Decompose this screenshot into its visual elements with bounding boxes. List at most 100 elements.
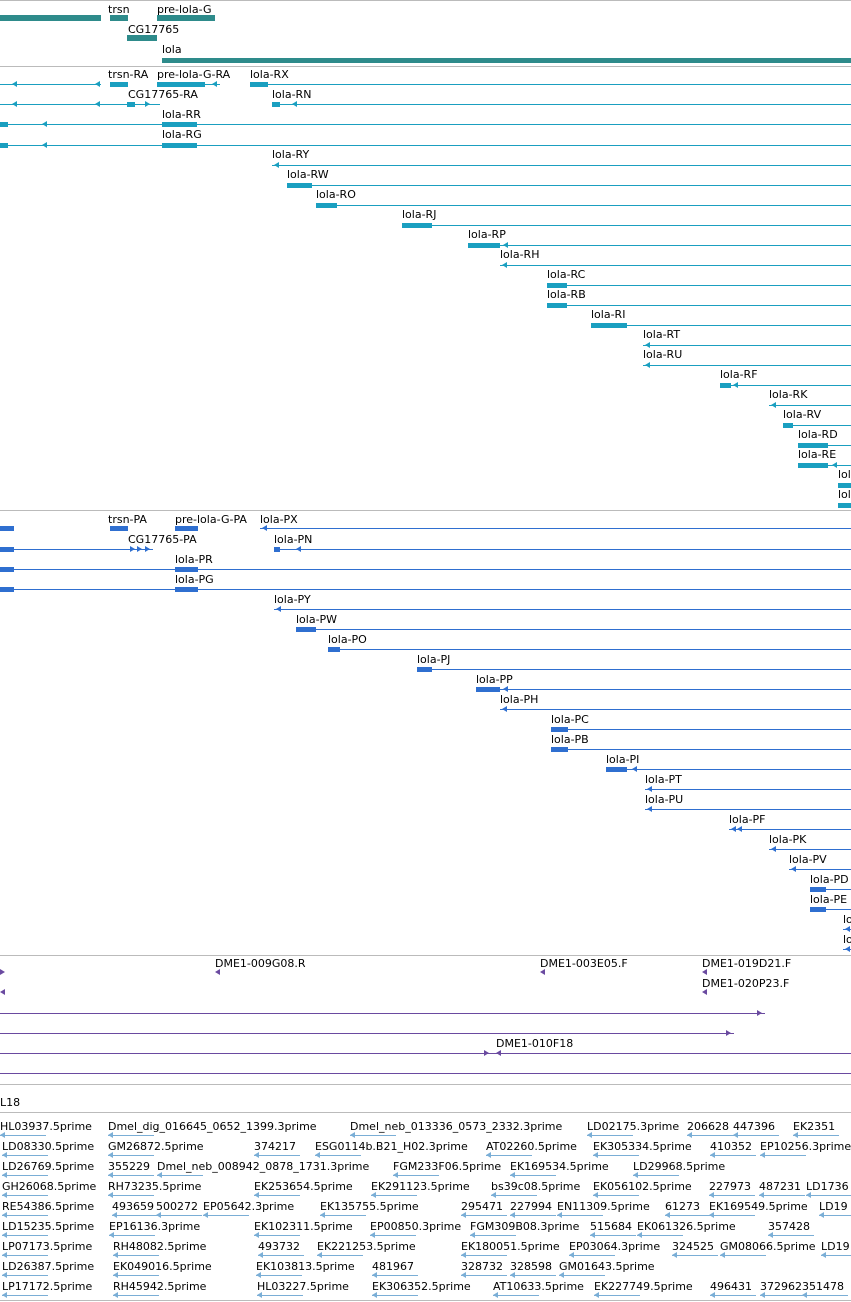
feature-label[interactable]: lola-PT <box>645 773 682 786</box>
est-label[interactable]: EK169534.5prime <box>510 1160 609 1173</box>
est-label[interactable]: LD29968.5prime <box>633 1160 726 1173</box>
feature-exon[interactable] <box>110 82 128 87</box>
est-label[interactable]: 493732 <box>258 1240 300 1253</box>
feature-exon[interactable] <box>328 647 340 652</box>
feature-exon[interactable] <box>110 15 128 21</box>
est-label[interactable]: 487231 <box>759 1180 801 1193</box>
feature-label[interactable]: lola-RK <box>769 388 808 401</box>
feature-label[interactable]: lola-RT <box>643 328 681 341</box>
feature-label[interactable]: lola-PB <box>551 733 589 746</box>
est-label[interactable]: LP17172.5prime <box>2 1280 93 1293</box>
feature-exon[interactable] <box>157 15 215 21</box>
est-label[interactable]: EK227749.5prime <box>594 1280 693 1293</box>
feature-label[interactable]: trsn <box>108 3 130 16</box>
feature-exon[interactable] <box>783 423 793 428</box>
est-label[interactable]: 328732 <box>461 1260 503 1273</box>
est-label[interactable]: EK135755.5prime <box>320 1200 419 1213</box>
feature-label[interactable]: lola-PF <box>729 813 766 826</box>
feature-label[interactable]: lola-RX <box>250 68 289 81</box>
feature-exon[interactable] <box>551 727 568 732</box>
feature-exon[interactable] <box>0 547 14 552</box>
est-label[interactable]: 227973 <box>709 1180 751 1193</box>
est-label[interactable]: FGM309B08.3prime <box>470 1220 580 1233</box>
feature-label[interactable]: lola-RH <box>500 248 540 261</box>
feature-label[interactable]: lol <box>838 468 851 481</box>
feature-exon[interactable] <box>127 35 157 41</box>
feature-label[interactable]: lola-RU <box>643 348 683 361</box>
feature-exon[interactable] <box>417 667 432 672</box>
est-label[interactable]: RE54386.5prime <box>2 1200 95 1213</box>
feature-label[interactable]: lola-PW <box>296 613 338 626</box>
est-label[interactable]: LD19 <box>819 1200 848 1213</box>
feature-label[interactable]: lola-RE <box>798 448 837 461</box>
est-label[interactable]: RH45942.5prime <box>113 1280 207 1293</box>
est-label[interactable]: 481967 <box>372 1260 414 1273</box>
feature-exon[interactable] <box>798 463 828 468</box>
est-label[interactable]: 496431 <box>710 1280 752 1293</box>
feature-exon[interactable] <box>402 223 432 228</box>
feature-exon[interactable] <box>274 547 280 552</box>
est-label[interactable]: FGM233F06.5prime <box>393 1160 502 1173</box>
est-label[interactable]: GM26872.5prime <box>108 1140 204 1153</box>
feature-label[interactable]: lola-RF <box>720 368 758 381</box>
est-label[interactable]: 61273 <box>665 1200 700 1213</box>
feature-label[interactable]: lola-RW <box>287 168 329 181</box>
est-label[interactable]: 351478 <box>802 1280 844 1293</box>
feature-label[interactable]: lola-PP <box>476 673 513 686</box>
feature-label[interactable]: CG17765-PA <box>128 533 197 546</box>
feature-label[interactable]: pre-lola-G-RA <box>157 68 231 81</box>
est-label[interactable]: EP16136.3prime <box>109 1220 201 1233</box>
est-label[interactable]: LD02175.3prime <box>587 1120 680 1133</box>
est-label[interactable]: HL03227.5prime <box>257 1280 349 1293</box>
feature-label[interactable]: lola-RN <box>272 88 312 101</box>
est-label[interactable]: 500272 <box>156 1200 198 1213</box>
feature-exon[interactable] <box>720 383 731 388</box>
est-label[interactable]: 324525 <box>672 1240 714 1253</box>
est-label[interactable]: AT10633.5prime <box>493 1280 584 1293</box>
feature-exon[interactable] <box>0 122 8 127</box>
feature-exon[interactable] <box>157 82 205 87</box>
feature-exon[interactable] <box>175 567 198 572</box>
feature-exon[interactable] <box>476 687 500 692</box>
feature-label[interactable]: lol <box>838 488 851 501</box>
est-label[interactable]: EK056102.5prime <box>593 1180 692 1193</box>
est-label[interactable]: RH73235.5prime <box>108 1180 202 1193</box>
est-label[interactable]: GM01643.5prime <box>559 1260 655 1273</box>
feature-exon[interactable] <box>810 887 826 892</box>
feature-label[interactable]: trsn-PA <box>108 513 147 526</box>
feature-label[interactable]: lola-PI <box>606 753 640 766</box>
est-label[interactable]: LD1736 <box>806 1180 849 1193</box>
est-label[interactable]: EP05642.3prime <box>203 1200 295 1213</box>
feature-label[interactable]: lol <box>843 913 851 926</box>
est-label[interactable]: GM08066.5prime <box>720 1240 816 1253</box>
feature-exon[interactable] <box>316 203 337 208</box>
feature-exon[interactable] <box>0 587 14 592</box>
est-label[interactable]: EK103813.5prime <box>256 1260 355 1273</box>
feature-label[interactable]: lola-PK <box>769 833 807 846</box>
feature-label[interactable]: lola-PX <box>260 513 298 526</box>
feature-label[interactable]: lola <box>162 43 182 56</box>
feature-label[interactable]: lola-RY <box>272 148 310 161</box>
feature-exon[interactable] <box>162 122 197 127</box>
est-label[interactable]: 295471 <box>461 1200 503 1213</box>
est-label[interactable]: Dmel_neb_013336_0573_2332.3prime <box>350 1120 563 1133</box>
feature-exon[interactable] <box>798 443 828 448</box>
feature-label[interactable]: lola-PE <box>810 893 848 906</box>
est-label[interactable]: EK061326.5prime <box>637 1220 736 1233</box>
feature-exon[interactable] <box>250 82 268 87</box>
feature-exon[interactable] <box>127 102 135 107</box>
feature-exon[interactable] <box>551 747 568 752</box>
est-label[interactable]: 515684 <box>590 1220 632 1233</box>
feature-exon[interactable] <box>838 483 851 488</box>
est-label[interactable]: 410352 <box>710 1140 752 1153</box>
est-label[interactable]: 227994 <box>510 1200 552 1213</box>
est-label[interactable]: 328598 <box>510 1260 552 1273</box>
bac-cut-label[interactable]: L18 <box>0 1096 21 1109</box>
feature-label[interactable]: lola-RB <box>547 288 586 301</box>
feature-label[interactable]: lola-PC <box>551 713 589 726</box>
feature-exon[interactable] <box>110 526 128 531</box>
feature-label[interactable]: pre-lola-G-PA <box>175 513 247 526</box>
est-label[interactable]: EK102311.5prime <box>254 1220 353 1233</box>
feature-exon[interactable] <box>272 102 280 107</box>
est-label[interactable]: EK2351 <box>793 1120 836 1133</box>
